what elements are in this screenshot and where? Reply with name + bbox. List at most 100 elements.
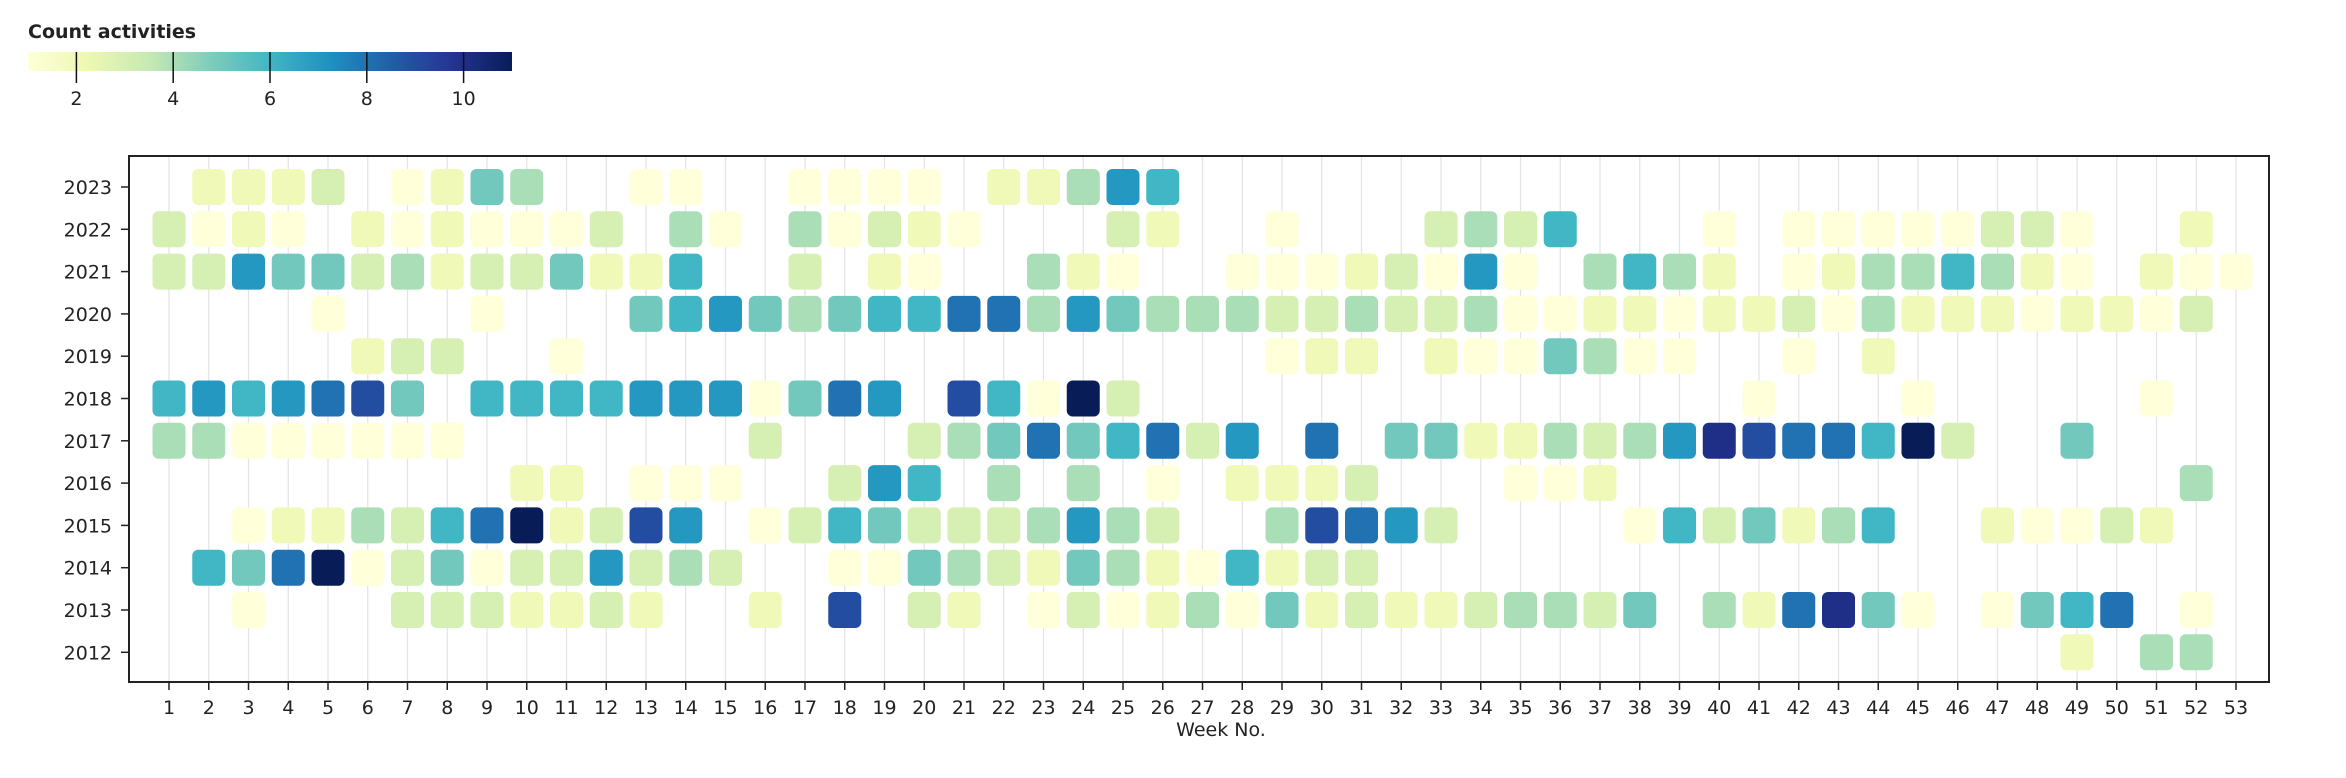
heatmap-cell [1225, 295, 1259, 332]
heatmap-cell [907, 422, 941, 459]
heatmap-cell [430, 211, 464, 248]
heatmap-cell [788, 507, 822, 544]
heatmap-cell [1822, 211, 1855, 248]
heatmap-cell [748, 592, 782, 628]
heatmap-cell [1345, 549, 1378, 586]
heatmap-cell [1424, 338, 1458, 375]
heatmap-cell [2219, 253, 2253, 290]
heatmap-cell [589, 549, 623, 586]
heatmap-cell [232, 422, 265, 459]
heatmap-cell [1861, 507, 1895, 544]
heatmap-cell [987, 507, 1021, 544]
heatmap-cell [2020, 507, 2054, 544]
heatmap-cell [828, 295, 862, 332]
heatmap-cell [669, 549, 703, 586]
heatmap-cell [1305, 592, 1339, 628]
heatmap-cell [391, 507, 424, 544]
heatmap-cell [2179, 211, 2213, 248]
heatmap-cell [1384, 422, 1418, 459]
y-tick-label: 2015 [64, 515, 112, 537]
heatmap-cell [192, 169, 226, 205]
heatmap-cell [1663, 422, 1696, 459]
heatmap-cell [709, 211, 742, 248]
heatmap-cell [2020, 295, 2054, 332]
x-tick-label: 43 [1826, 697, 1850, 719]
heatmap-cell [907, 507, 941, 544]
heatmap-cell [2060, 592, 2094, 628]
heatmap-cell [271, 507, 305, 544]
heatmap-cell [1663, 295, 1696, 332]
heatmap-cell [907, 253, 941, 290]
heatmap-cell [1782, 507, 1816, 544]
heatmap-cell [271, 549, 305, 586]
heatmap-cell [1504, 422, 1537, 459]
heatmap-cell [1981, 295, 2014, 332]
heatmap-cells [152, 169, 2253, 671]
heatmap-cell [1305, 253, 1339, 290]
heatmap-cell [629, 169, 663, 205]
heatmap-cell [510, 549, 544, 586]
heatmap-cell [709, 549, 742, 586]
heatmap-cell [1663, 507, 1696, 544]
heatmap-cell [430, 338, 464, 375]
heatmap-cell [271, 169, 305, 205]
heatmap-cell [1623, 338, 1657, 375]
heatmap-cell [192, 211, 226, 248]
heatmap-cell [232, 380, 265, 417]
heatmap-cell [1146, 295, 1180, 332]
legend-title: Count activities [28, 21, 196, 43]
heatmap-cell [1225, 422, 1259, 459]
x-tick-label: 11 [554, 697, 578, 719]
heatmap-cell [1424, 295, 1458, 332]
heatmap-cell [669, 465, 703, 502]
heatmap-cell [1345, 592, 1378, 628]
heatmap-cell [232, 507, 265, 544]
heatmap-cell [232, 211, 265, 248]
heatmap-cell [1265, 253, 1299, 290]
heatmap-cell [987, 169, 1021, 205]
x-tick-label: 18 [833, 697, 857, 719]
heatmap-cell [1583, 338, 1617, 375]
x-tick-label: 6 [362, 697, 374, 719]
heatmap-cell [828, 549, 862, 586]
y-tick-label: 2022 [64, 219, 112, 241]
heatmap-cell [1424, 422, 1458, 459]
heatmap-cell [1225, 592, 1259, 628]
heatmap-cell [1702, 422, 1736, 459]
heatmap-cell [1424, 592, 1458, 628]
heatmap-cell [550, 592, 583, 628]
x-tick-label: 9 [481, 697, 493, 719]
heatmap-cell [1861, 295, 1895, 332]
x-axis-label: Week No. [1176, 719, 1266, 741]
heatmap-cell [1742, 422, 1776, 459]
heatmap-cell [1265, 592, 1299, 628]
heatmap-cell [669, 507, 703, 544]
y-tick-label: 2017 [64, 431, 112, 453]
heatmap-cell [550, 253, 583, 290]
heatmap-cell [2060, 295, 2094, 332]
heatmap-cell [1345, 253, 1378, 290]
heatmap-cell [1225, 549, 1259, 586]
heatmap-cell [1027, 549, 1060, 586]
heatmap-cell [1861, 338, 1895, 375]
heatmap-cell [1384, 253, 1418, 290]
heatmap-cell [391, 549, 424, 586]
heatmap-cell [1066, 169, 1100, 205]
heatmap-cell [351, 380, 385, 417]
x-tick-label: 21 [952, 697, 976, 719]
heatmap-cell [430, 549, 464, 586]
heatmap-cell [1543, 465, 1577, 502]
heatmap-cell [669, 295, 703, 332]
heatmap-cell [987, 549, 1021, 586]
x-tick-label: 30 [1310, 697, 1334, 719]
heatmap-cell [1464, 338, 1498, 375]
x-tick-label: 32 [1389, 697, 1413, 719]
heatmap-cell [947, 422, 981, 459]
heatmap-cell [1504, 465, 1537, 502]
heatmap-cell [629, 380, 663, 417]
heatmap-cell [1663, 253, 1696, 290]
heatmap-cell [1265, 549, 1299, 586]
heatmap-cell [2140, 253, 2173, 290]
heatmap-cell [2179, 592, 2213, 628]
x-tick-label: 39 [1667, 697, 1691, 719]
